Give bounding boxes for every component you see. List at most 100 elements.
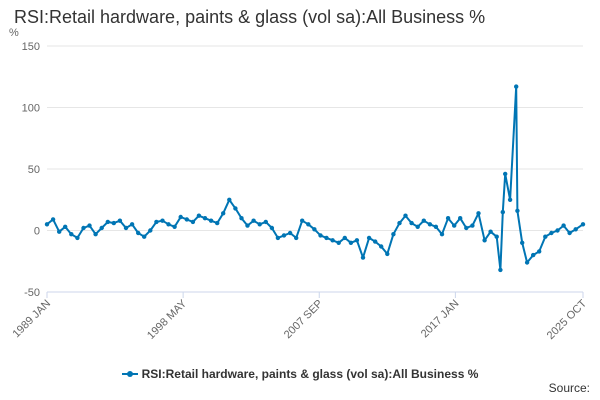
data-point[interactable] bbox=[348, 240, 354, 245]
data-point[interactable] bbox=[458, 216, 463, 221]
y-axis-label: % bbox=[9, 27, 19, 39]
data-point[interactable] bbox=[439, 232, 445, 237]
data-point[interactable] bbox=[500, 209, 505, 215]
data-point[interactable] bbox=[324, 235, 329, 241]
legend-item[interactable]: RSI:Retail hardware, paints & glass (vol… bbox=[121, 367, 478, 381]
data-point[interactable] bbox=[427, 222, 433, 227]
data-point[interactable] bbox=[148, 228, 153, 233]
data-point[interactable] bbox=[275, 235, 281, 241]
data-point[interactable] bbox=[281, 233, 287, 238]
y-tick-label: -50 bbox=[24, 287, 40, 299]
data-point[interactable] bbox=[470, 223, 475, 228]
data-point[interactable] bbox=[379, 244, 384, 249]
data-point[interactable] bbox=[215, 220, 220, 226]
data-point[interactable] bbox=[178, 214, 183, 220]
data-point[interactable] bbox=[573, 227, 578, 232]
data-point[interactable] bbox=[549, 230, 554, 236]
data-point[interactable] bbox=[543, 234, 548, 239]
data-point[interactable] bbox=[330, 238, 335, 243]
data-point[interactable] bbox=[196, 213, 202, 218]
data-point[interactable] bbox=[360, 255, 366, 260]
data-point[interactable] bbox=[111, 220, 117, 226]
data-point[interactable] bbox=[117, 218, 123, 223]
data-point[interactable] bbox=[385, 251, 390, 257]
data-point[interactable] bbox=[445, 216, 451, 221]
data-point[interactable] bbox=[555, 228, 560, 233]
data-point[interactable] bbox=[123, 225, 129, 231]
data-point[interactable] bbox=[190, 219, 196, 225]
data-point[interactable] bbox=[409, 220, 414, 226]
y-axis: % -50 0 50 100 150 bbox=[9, 27, 40, 299]
data-point[interactable] bbox=[269, 225, 275, 231]
data-point[interactable] bbox=[312, 227, 317, 232]
y-tick-label: 150 bbox=[22, 41, 40, 53]
data-point[interactable] bbox=[373, 239, 378, 244]
data-point[interactable] bbox=[142, 234, 147, 239]
data-point[interactable] bbox=[62, 224, 68, 229]
data-point[interactable] bbox=[397, 220, 402, 226]
legend: RSI:Retail hardware, paints & glass (vol… bbox=[0, 364, 600, 381]
data-point[interactable] bbox=[561, 223, 566, 228]
data-point[interactable] bbox=[514, 84, 519, 89]
data-point[interactable] bbox=[507, 197, 513, 202]
data-point[interactable] bbox=[239, 216, 244, 221]
data-point[interactable] bbox=[69, 232, 74, 237]
data-point[interactable] bbox=[136, 230, 141, 236]
data-point[interactable] bbox=[44, 222, 50, 227]
data-point[interactable] bbox=[287, 230, 293, 236]
data-point[interactable] bbox=[172, 224, 177, 229]
data-point[interactable] bbox=[464, 225, 469, 231]
data-point[interactable] bbox=[184, 217, 189, 222]
data-point[interactable] bbox=[421, 218, 426, 223]
data-point[interactable] bbox=[300, 218, 305, 223]
data-point[interactable] bbox=[294, 235, 299, 241]
data-point[interactable] bbox=[476, 211, 481, 216]
data-point[interactable] bbox=[537, 249, 542, 254]
data-point[interactable] bbox=[366, 235, 372, 241]
data-point[interactable] bbox=[202, 216, 208, 221]
data-point[interactable] bbox=[433, 224, 439, 229]
data-point[interactable] bbox=[354, 238, 360, 243]
data-point[interactable] bbox=[154, 219, 159, 225]
data-point[interactable] bbox=[482, 238, 487, 243]
data-point[interactable] bbox=[488, 229, 493, 234]
data-point[interactable] bbox=[452, 223, 457, 228]
data-point[interactable] bbox=[93, 232, 98, 237]
data-point[interactable] bbox=[524, 260, 530, 265]
data-point[interactable] bbox=[257, 222, 262, 227]
data-point[interactable] bbox=[57, 229, 62, 234]
data-point[interactable] bbox=[494, 234, 499, 239]
y-tick-label: 100 bbox=[22, 103, 40, 115]
data-point[interactable] bbox=[263, 219, 268, 225]
data-point[interactable] bbox=[336, 240, 341, 245]
data-point[interactable] bbox=[403, 213, 408, 218]
data-point[interactable] bbox=[531, 252, 536, 258]
data-point[interactable] bbox=[567, 230, 572, 236]
data-point[interactable] bbox=[498, 267, 503, 273]
data-point[interactable] bbox=[87, 223, 92, 228]
data-point[interactable] bbox=[318, 233, 323, 238]
data-point[interactable] bbox=[245, 223, 250, 228]
chart-title: RSI:Retail hardware, paints & glass (vol… bbox=[14, 7, 486, 27]
data-point[interactable] bbox=[520, 240, 525, 245]
data-point[interactable] bbox=[221, 211, 226, 216]
data-point[interactable] bbox=[105, 219, 111, 225]
data-point[interactable] bbox=[75, 235, 80, 241]
data-point[interactable] bbox=[227, 197, 232, 202]
data-point[interactable] bbox=[342, 235, 347, 241]
data-point[interactable] bbox=[208, 218, 214, 223]
data-point[interactable] bbox=[81, 225, 86, 231]
data-point[interactable] bbox=[233, 206, 238, 211]
data-point[interactable] bbox=[129, 222, 135, 227]
data-point[interactable] bbox=[391, 232, 396, 237]
data-point[interactable] bbox=[99, 225, 104, 231]
data-point[interactable] bbox=[415, 224, 420, 229]
data-point[interactable] bbox=[166, 222, 171, 227]
data-point[interactable] bbox=[160, 218, 165, 223]
data-point[interactable] bbox=[50, 217, 56, 222]
data-point[interactable] bbox=[515, 208, 520, 213]
data-point[interactable] bbox=[306, 222, 311, 227]
data-point[interactable] bbox=[580, 222, 586, 227]
data-point[interactable] bbox=[503, 171, 508, 177]
data-point[interactable] bbox=[251, 218, 256, 223]
